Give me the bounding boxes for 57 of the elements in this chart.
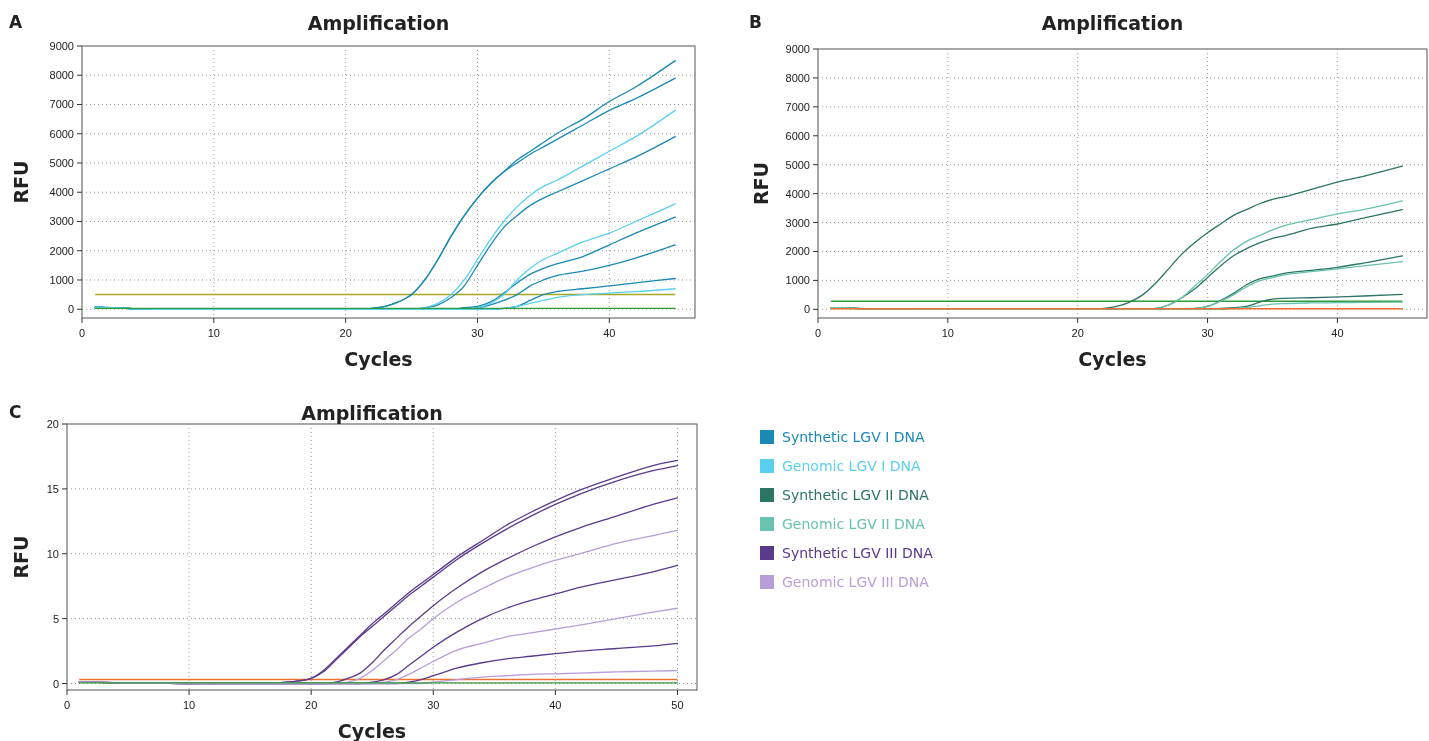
y-tick-label: 0 <box>803 303 810 316</box>
x-tick-label: 0 <box>814 327 822 339</box>
x-tick-label: 30 <box>1201 327 1214 339</box>
x-tick-label: 10 <box>941 327 954 339</box>
text: A <box>9 12 23 32</box>
y-tick-label: 10 <box>46 547 59 560</box>
x-tick-label: 20 <box>339 327 352 339</box>
y-tick-label: 5 <box>52 612 59 625</box>
y-tick-label: 5000 <box>49 156 74 169</box>
x-tick-label: 40 <box>1331 327 1344 339</box>
x-tick-label: 50 <box>671 699 684 711</box>
legend-label: Synthetic LGV I DNA <box>782 429 926 445</box>
x-tick-label: 0 <box>78 327 86 339</box>
y-tick-label: 2000 <box>49 244 74 257</box>
chart-title: Amplification <box>301 402 443 424</box>
y-tick-label: 2000 <box>785 245 810 258</box>
y-tick-label: 20 <box>46 418 59 430</box>
legend-label: Genomic LGV III DNA <box>782 574 930 590</box>
y-tick-label: 15 <box>46 482 59 495</box>
y-tick-label: 1000 <box>785 274 810 287</box>
chart-title: Amplification <box>1041 12 1184 34</box>
y-tick-label: 6000 <box>785 129 810 142</box>
x-axis-title: Cycles <box>1078 348 1147 370</box>
legend-label: Synthetic LGV II DNA <box>782 487 930 503</box>
y-tick-label: 8000 <box>785 71 810 84</box>
text: B <box>749 12 762 32</box>
y-tick-label: 8000 <box>49 69 74 82</box>
x-tick-label: 40 <box>603 327 616 339</box>
y-tick-label: 3000 <box>49 215 74 228</box>
x-tick-label: 20 <box>305 699 318 711</box>
y-tick-label: 0 <box>52 677 59 690</box>
x-tick-label: 10 <box>182 699 196 711</box>
y-tick-label: 9000 <box>785 43 810 55</box>
x-tick-label: 30 <box>471 327 484 339</box>
y-tick-label: 9000 <box>49 40 74 52</box>
y-tick-label: 6000 <box>49 127 74 140</box>
x-tick-label: 30 <box>427 699 440 711</box>
y-tick-label: 3000 <box>785 216 810 229</box>
text: C <box>9 402 22 422</box>
x-axis-title: Cycles <box>344 348 413 370</box>
y-tick-label: 0 <box>67 303 74 316</box>
y-tick-label: 4000 <box>785 187 810 200</box>
legend-label: Genomic LGV II DNA <box>782 516 926 532</box>
x-tick-label: 40 <box>549 699 562 711</box>
y-tick-label: 1000 <box>49 273 74 286</box>
x-tick-label: 10 <box>207 327 220 339</box>
chart-title: Amplification <box>307 12 450 34</box>
y-tick-label: 7000 <box>49 98 74 111</box>
legend-label: Synthetic LGV III DNA <box>782 545 934 561</box>
y-axis-title: RFU <box>10 535 32 579</box>
y-tick-label: 4000 <box>49 186 74 199</box>
y-axis-title: RFU <box>10 160 32 204</box>
y-tick-label: 5000 <box>785 158 810 171</box>
x-tick-label: 20 <box>1071 327 1084 339</box>
legend-label: Genomic LGV I DNA <box>782 458 922 474</box>
y-tick-label: 7000 <box>785 100 810 113</box>
y-axis-title: RFU <box>750 161 772 206</box>
